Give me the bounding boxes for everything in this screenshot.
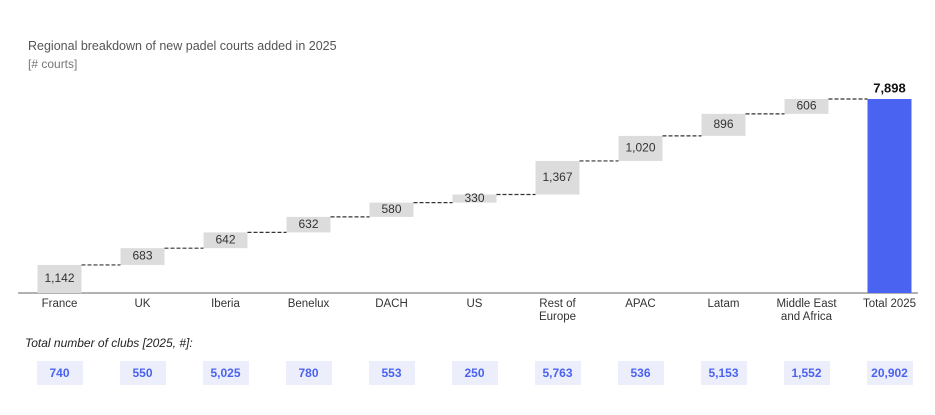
- value-label: 896: [713, 117, 733, 131]
- x-tick-label: Benelux: [287, 298, 330, 310]
- clubs-title: Total number of clubs [2025, #]:: [25, 336, 193, 350]
- club-count: 780: [285, 361, 332, 385]
- club-count: 5,025: [202, 361, 249, 385]
- x-tick-label: Middle East and Africa: [776, 298, 837, 323]
- bar: [120, 248, 165, 265]
- bar: [452, 194, 497, 203]
- value-label: 606: [796, 99, 816, 113]
- bar: [37, 264, 82, 293]
- chart-title: Regional breakdown of new padel courts a…: [28, 39, 337, 53]
- x-tick-label: UK: [134, 298, 151, 310]
- club-count: 553: [368, 361, 415, 385]
- club-count: 250: [451, 361, 498, 385]
- x-tick-label: Rest of Europe: [538, 298, 577, 323]
- bar: [369, 202, 414, 217]
- x-tick-label: Total 2025: [862, 298, 917, 310]
- chart-subtitle: [# courts]: [28, 57, 78, 71]
- value-label: 1,020: [625, 141, 655, 155]
- value-label: 632: [298, 217, 318, 231]
- club-count: 5,763: [534, 361, 581, 385]
- bar: [286, 216, 331, 233]
- bar: [203, 232, 248, 249]
- value-label: 1,142: [44, 271, 74, 285]
- bar: [618, 135, 663, 161]
- club-count: 5,153: [700, 361, 747, 385]
- bar: [535, 160, 580, 195]
- bar: [701, 113, 746, 136]
- club-count: 1,552: [783, 361, 830, 385]
- x-tick-label: APAC: [625, 298, 656, 310]
- total-bar: [867, 99, 912, 293]
- value-label: 330: [464, 191, 484, 205]
- value-label: 1,367: [542, 170, 572, 184]
- value-label: 580: [381, 202, 401, 216]
- bar: [784, 99, 829, 114]
- club-count: 536: [617, 361, 664, 385]
- x-tick-label: DACH: [375, 298, 408, 310]
- value-label: 7,898: [873, 80, 906, 95]
- x-tick-label: Iberia: [211, 298, 240, 310]
- value-label: 683: [132, 249, 152, 263]
- club-count: 550: [119, 361, 166, 385]
- x-tick-label: US: [466, 298, 483, 310]
- club-count: 20,902: [866, 361, 913, 385]
- x-tick-label: Latam: [707, 298, 740, 310]
- club-count: 740: [36, 361, 83, 385]
- value-label: 642: [215, 232, 235, 246]
- x-tick-label: France: [41, 298, 78, 310]
